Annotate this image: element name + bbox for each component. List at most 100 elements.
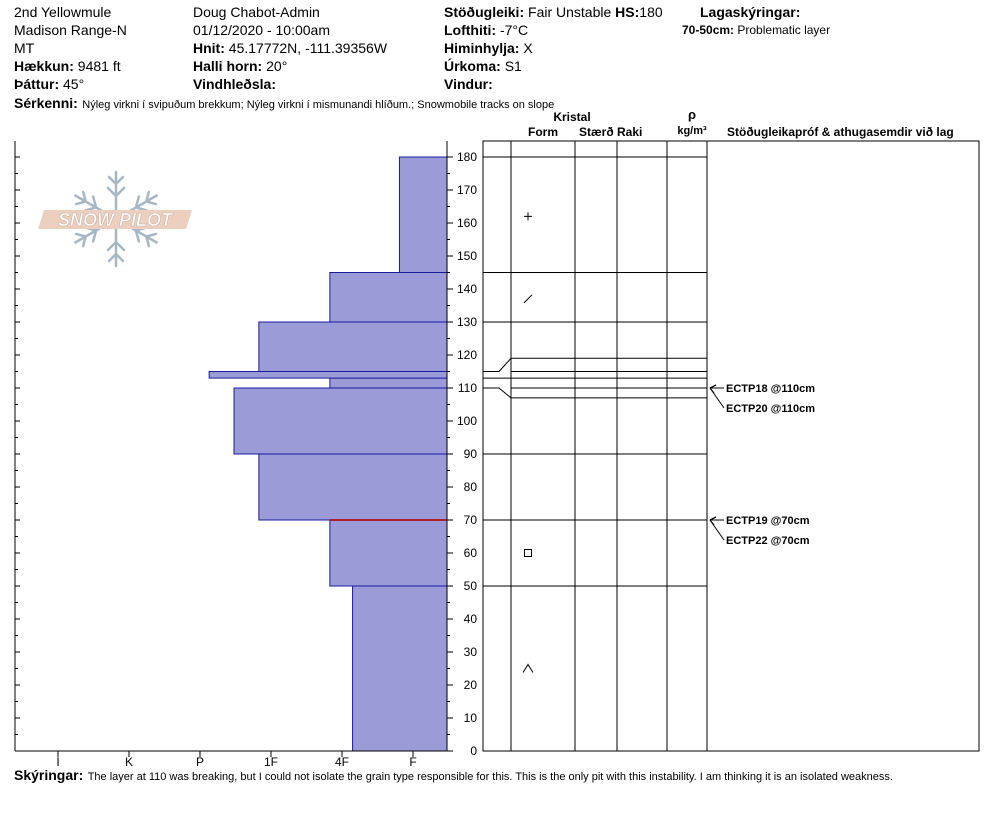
hardness-tick-label: I [56,755,59,769]
grain-symbol-square [524,549,532,557]
depth-tick-label: 10 [464,711,478,725]
depth-tick-label: 120 [457,348,477,362]
features-text: Nýleg virkni í svipuðum brekkum; Nýleg v… [82,99,555,111]
hs-value: 180 [639,4,663,20]
density-unit-header: kg/m³ [677,125,707,137]
hardness-bar [233,387,448,455]
wind-label: Vindur: [444,76,493,92]
grain-symbols [522,212,534,673]
layer-note-range: 70-50cm: [682,23,735,37]
snowpilot-logo: SNOW PILOT [38,170,192,268]
air-temperature: Lofthiti: -7°C [444,23,528,37]
depth-tick-label: 170 [457,183,477,197]
wind-loading: Vindhleðsla: [193,77,276,91]
test-label: ECTP22 @70cm [726,535,810,547]
comments-label: Skýringar: [14,767,84,783]
hardness-bar [329,377,448,389]
grain-symbol-caret [522,663,534,673]
size-header: Stærð [579,125,614,139]
elevation-value: 9481 ft [77,58,121,74]
sky-label: Himinhylja: [444,40,520,56]
elevation: Hækkun: 9481 ft [14,59,121,73]
stability: Stöðugleiki: Fair Unstable HS:180 [444,5,663,19]
test-arrow-head [709,384,717,394]
depth-tick-label: 40 [464,612,478,626]
table-frame [482,140,980,752]
form-header: Form [528,125,558,139]
test-label: ECTP19 @70cm [726,515,810,527]
depth-tick-label: 50 [464,579,478,593]
stability-tests: ECTP18 @110cm ECTP20 @110cm ECTP19 @70cm EC… [709,383,815,547]
aspect: Þáttur: 45° [14,77,84,91]
hardness-bar [258,321,448,372]
layer-table [482,140,980,752]
state-name: MT [14,40,35,56]
layer-connector [483,387,512,399]
density-header: ρ [688,107,696,122]
depth-tick-label: 180 [457,150,477,164]
features: Sérkenni: Nýleg virkni í svipuðum brekku… [14,96,554,112]
layer-notes-label: Lagaskýringar: [700,4,801,20]
depth-tick-label: 60 [464,546,478,560]
comments-text: The layer at 110 was breaking, but I cou… [87,771,893,783]
depth-tick-label: 70 [464,513,478,527]
crystal-header: Kristal [553,110,590,124]
hardness-bars [208,156,448,752]
depth-tick-label: 20 [464,678,478,692]
slope-angle: Halli horn: 20° [193,59,287,73]
logo-text: SNOW PILOT [58,210,174,230]
aspect-label: Þáttur: [14,76,60,92]
coordinates-value: 45.17772N, -111.39356W [228,40,388,56]
layer-note: 70-50cm: Problematic layer [682,24,830,36]
depth-axis: 0 10 20 30 40 50 60 70 80 90 100 110 120 130 140 150 160… [15,141,477,758]
hardness-bar [329,272,448,323]
slope-value: 20° [266,58,288,74]
range-name: Madison Range-N [14,22,127,38]
wind: Vindur: [444,77,493,91]
moisture-header: Raki [617,125,642,139]
tests-header: Stöðugleikapróf & athugasemdir við lag [727,125,954,139]
sky-value: X [523,40,533,56]
layer-note-text: Problematic layer [737,23,831,37]
depth-tick-label: 160 [457,216,477,230]
wind-loading-label: Vindhleðsla: [193,76,276,92]
test-label: ECTP18 @110cm [726,383,815,395]
slope-label: Halli horn: [193,58,263,74]
features-label: Sérkenni: [14,95,78,111]
test-arrow-head [709,516,717,526]
hardness-bar [208,371,448,379]
grain-symbol-slash [523,294,533,304]
hs-label: HS: [615,4,640,20]
depth-tick-label: 80 [464,480,478,494]
depth-tick-label: 150 [457,249,477,263]
stability-value: Fair Unstable [528,4,612,20]
sky-cover: Himinhylja: X [444,41,533,55]
precip-label: Úrkoma: [444,58,501,74]
airtemp-label: Lofthiti: [444,22,497,38]
comments: Skýringar: The layer at 110 was breaking… [14,768,893,784]
hardness-tick-label: 4F [335,755,349,769]
depth-tick-label: 110 [458,381,477,395]
observation-datetime: 01/12/2020 - 10:00am [193,22,330,38]
airtemp-value: -7°C [499,22,529,38]
precip-value: S1 [504,58,522,74]
hardness-bar [352,585,448,752]
depth-tick-label: 30 [464,645,478,659]
precipitation: Úrkoma: S1 [444,59,522,73]
depth-tick-label: 0 [470,744,477,758]
hardness-tick-label: 1F [264,755,278,769]
hardness-bar [398,156,448,273]
aspect-value: 45° [63,76,85,92]
elevation-label: Hækkun: [14,58,74,74]
hardness-axis: I K P 1F 4F F [14,141,447,769]
hardness-tick-label: P [196,755,204,769]
hardness-bar [329,519,448,587]
coordinates: Hnit: 45.17772N, -111.39356W [193,41,387,55]
depth-tick-label: 90 [464,447,478,461]
hardness-bar [258,453,448,521]
observer-name: Doug Chabot-Admin [193,4,320,20]
coordinates-label: Hnit: [193,40,225,56]
layer-connector [483,357,512,372]
